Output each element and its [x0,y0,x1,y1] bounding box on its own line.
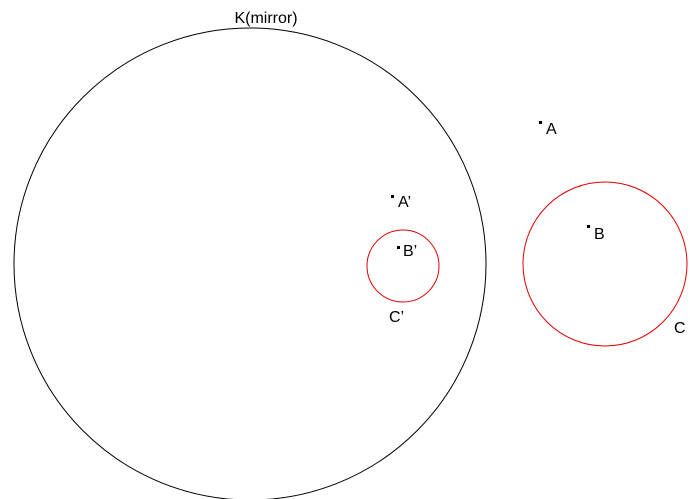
circle-c [522,181,688,347]
label-c: C [674,320,686,337]
point-a [539,121,542,124]
point-b [587,225,590,228]
point-a-prime [391,195,394,198]
label-c-prime: C’ [389,309,404,326]
label-a: A [546,121,557,138]
mirror-circle [13,27,487,499]
circle-c-prime [366,229,440,303]
label-a-prime: A’ [398,194,411,211]
label-b-prime: B’ [403,243,417,260]
label-b: B [594,226,605,243]
label-mirror: K(mirror) [234,10,297,27]
point-b-prime [397,246,400,249]
